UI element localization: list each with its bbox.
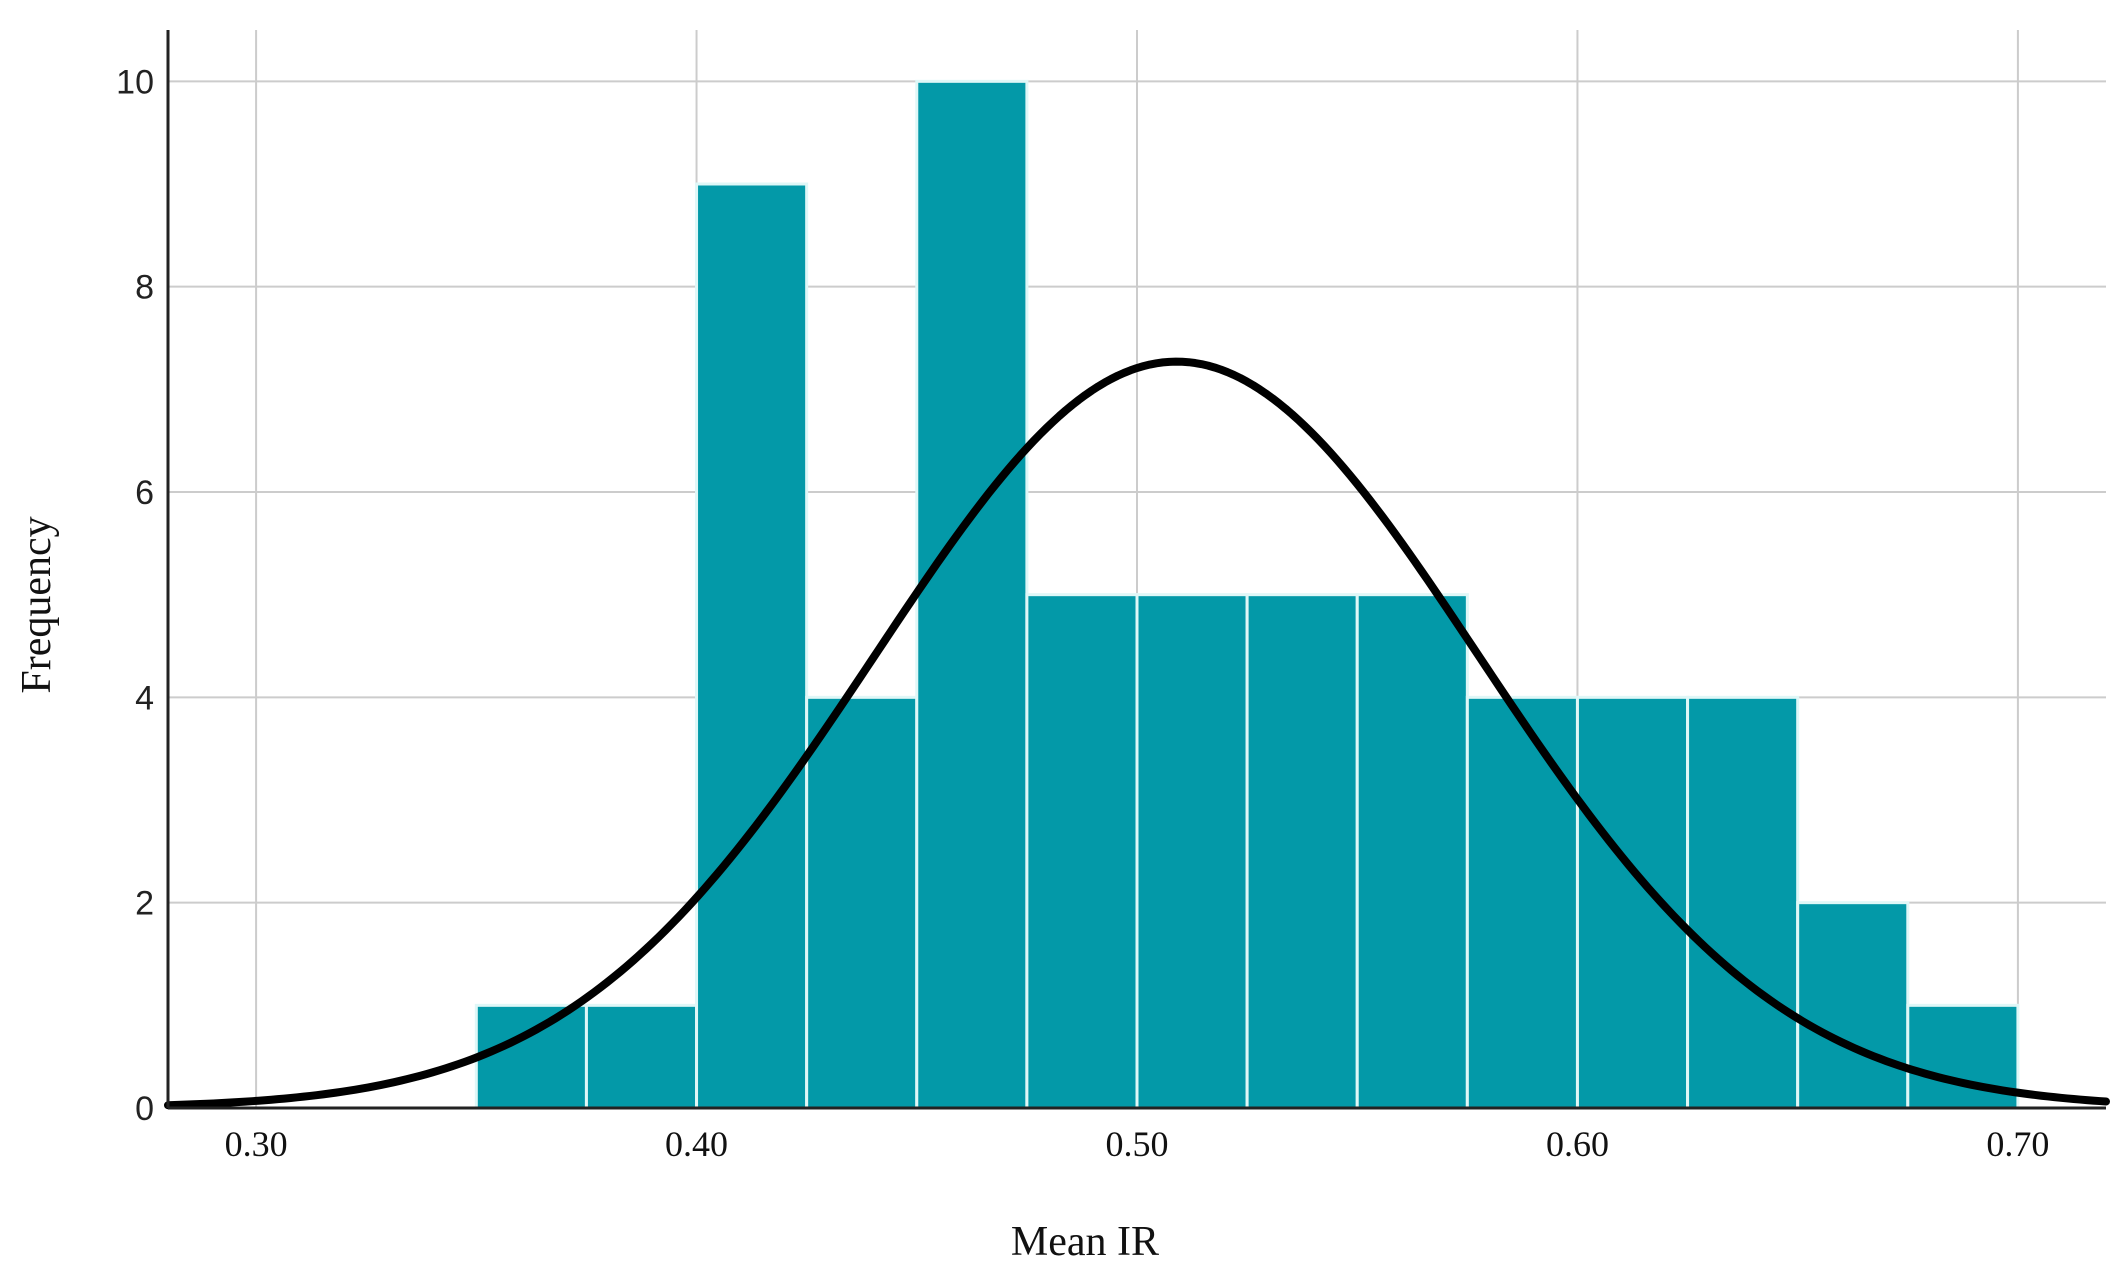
histogram-bar <box>1465 695 1579 1110</box>
histogram-bar <box>1686 695 1800 1110</box>
histogram-bar <box>1575 695 1690 1110</box>
axes <box>166 30 2106 1110</box>
y-axis-label: Frequency <box>14 516 60 693</box>
histogram-bar <box>1796 901 1910 1110</box>
grid-lines <box>168 30 2106 1108</box>
histogram-bar <box>584 1003 699 1110</box>
y-tick-label: 10 <box>116 63 154 101</box>
normal-curve <box>164 357 2110 1110</box>
y-tick-label: 6 <box>135 474 154 512</box>
histogram-bar <box>1135 593 1249 1110</box>
histogram-bar <box>1245 593 1359 1110</box>
histogram-bars <box>474 79 2020 1110</box>
x-tick-labels: 0.30 0.40 0.50 0.60 0.70 <box>225 1124 2050 1164</box>
y-tick-label: 4 <box>135 679 154 717</box>
histogram-bar <box>474 1003 588 1110</box>
histogram-bar <box>915 79 1029 1110</box>
x-tick-label: 0.40 <box>665 1124 728 1164</box>
histogram-bar <box>695 182 809 1110</box>
histogram-bar <box>1355 593 1469 1110</box>
x-axis-label: Mean IR <box>1011 1219 1159 1265</box>
histogram-bar <box>805 695 919 1110</box>
y-tick-label: 0 <box>135 1090 154 1128</box>
x-tick-label: 0.70 <box>1986 1124 2049 1164</box>
histogram-bar <box>1025 593 1139 1110</box>
x-tick-label: 0.30 <box>225 1124 288 1164</box>
y-tick-labels: 0 2 4 6 8 10 <box>116 63 154 1128</box>
x-tick-label: 0.50 <box>1106 1124 1169 1164</box>
y-tick-label: 8 <box>135 269 154 307</box>
y-tick-label: 2 <box>135 885 154 923</box>
x-tick-label: 0.60 <box>1546 1124 1609 1164</box>
